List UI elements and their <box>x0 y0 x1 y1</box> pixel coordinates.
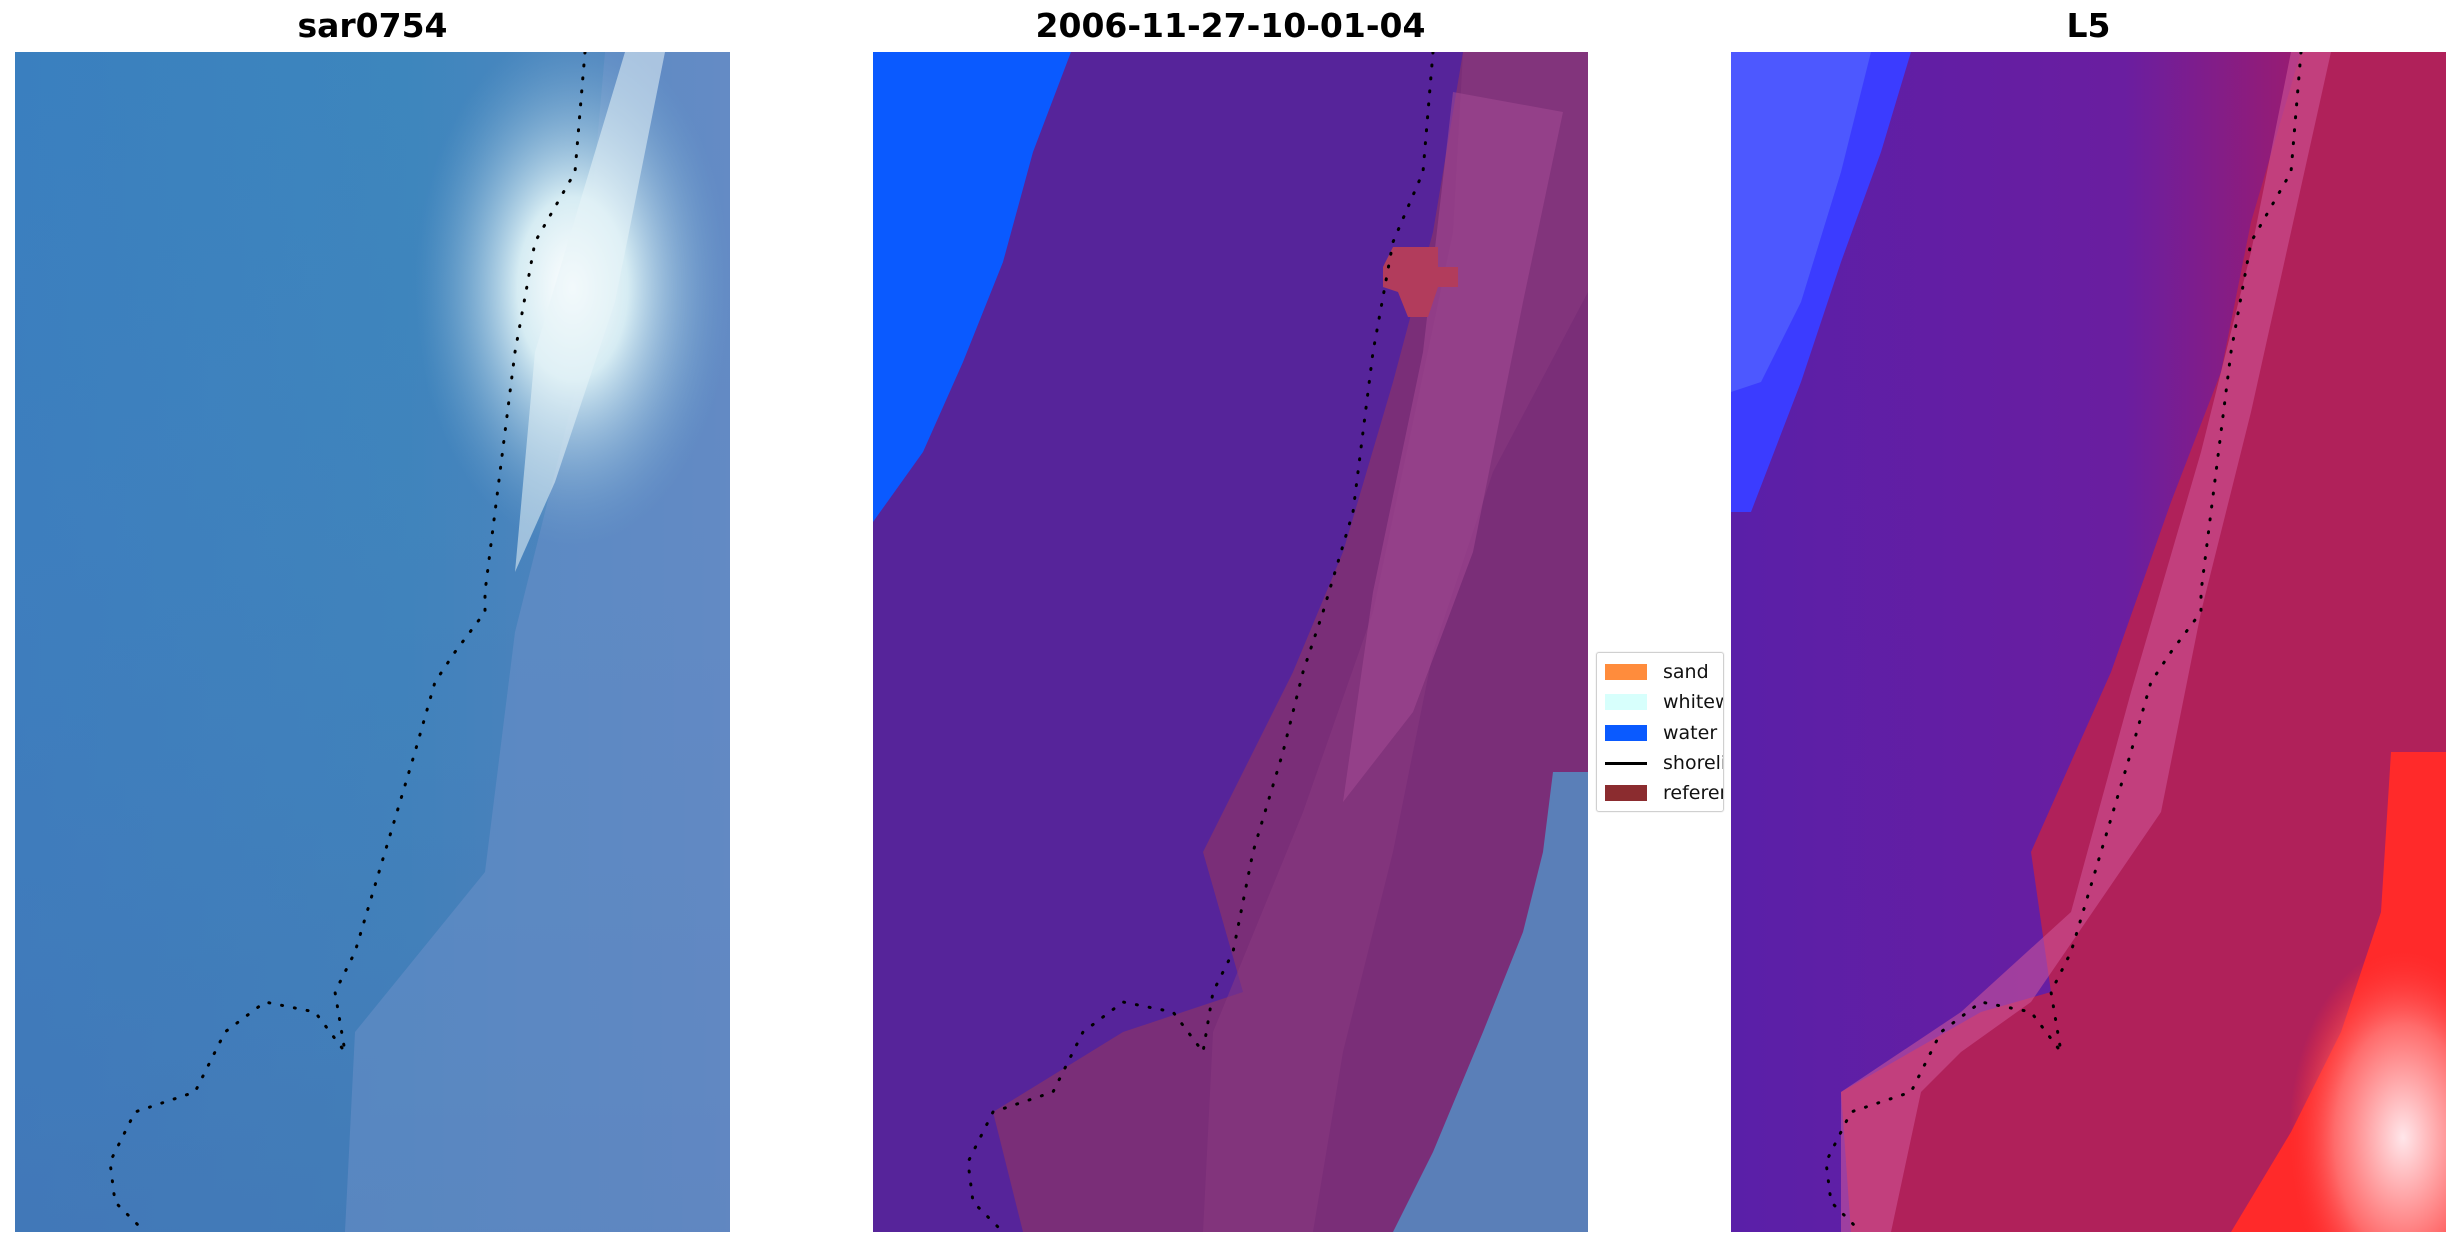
sand-swatch <box>1605 664 1647 680</box>
shoreline <box>1824 52 2303 1232</box>
legend-label-reference: reference <box>1663 782 1723 804</box>
shoreline-overlay-2 <box>966 52 1435 1232</box>
legend-item-reference: reference <box>1605 782 1723 804</box>
shoreline-overlay-3 <box>1824 52 2303 1232</box>
shoreline <box>966 52 1435 1232</box>
index-image-panel <box>1731 52 2446 1232</box>
reference-swatch <box>1605 785 1647 801</box>
legend-item-water: water <box>1605 722 1717 744</box>
classified-image-panel <box>873 52 1588 1232</box>
rgb-image-panel <box>15 52 730 1232</box>
shoreline <box>108 52 587 1232</box>
legend-label-shoreline: shoreline <box>1663 752 1723 774</box>
panel-title-rgb: sar0754 <box>297 6 448 45</box>
shoreline-overlay-1 <box>108 52 587 1232</box>
panel-title-classified: 2006-11-27-10-01-04 <box>1035 6 1426 45</box>
legend-item-sand: sand <box>1605 661 1709 683</box>
shoreline-line-swatch <box>1605 761 1647 765</box>
panel-title-index: L5 <box>2066 6 2111 45</box>
index-image <box>1731 52 2446 1232</box>
legend-label-sand: sand <box>1663 661 1709 683</box>
legend-label-water: water <box>1663 722 1718 744</box>
whitewater-swatch <box>1605 694 1647 710</box>
rgb-image <box>15 52 730 1232</box>
water-swatch <box>1605 725 1647 741</box>
classified-image <box>873 52 1588 1232</box>
legend-item-shoreline: shoreline <box>1605 752 1723 774</box>
